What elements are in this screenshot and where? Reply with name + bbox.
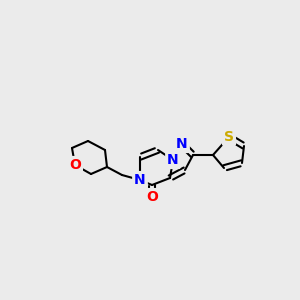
Text: N: N <box>167 153 179 167</box>
Text: N: N <box>176 137 188 151</box>
Text: O: O <box>146 190 158 204</box>
Text: S: S <box>224 130 234 144</box>
Text: O: O <box>69 158 81 172</box>
Text: N: N <box>134 173 146 187</box>
